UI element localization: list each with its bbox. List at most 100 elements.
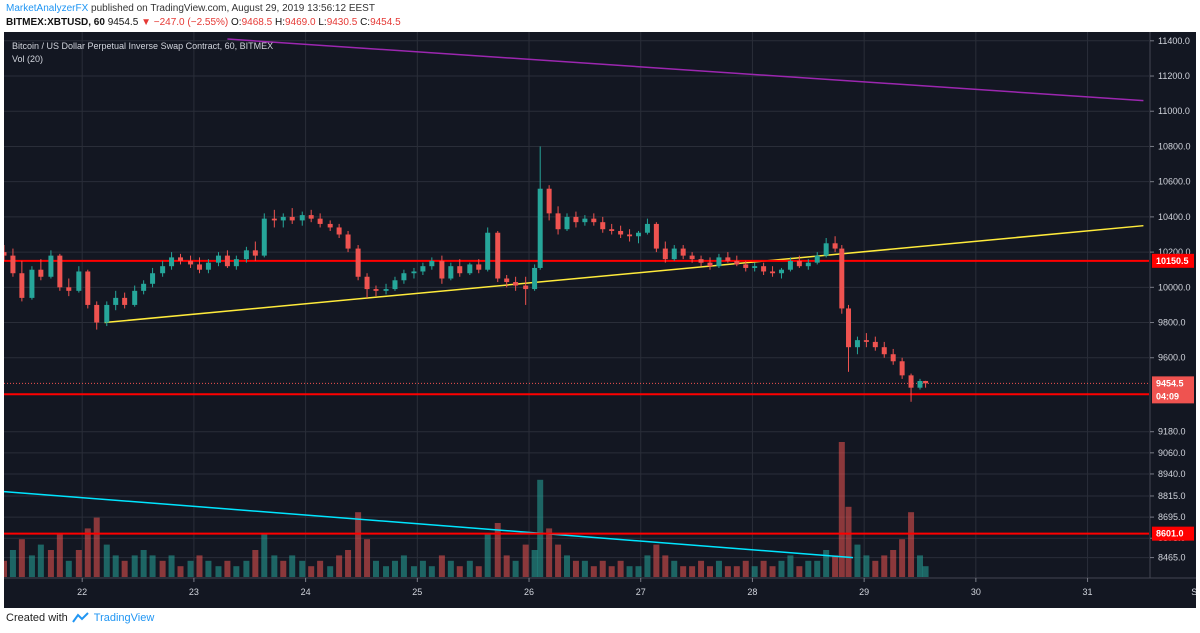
volume-bar — [872, 560, 879, 577]
candle-body — [908, 375, 914, 388]
volume-bar — [581, 560, 588, 577]
candle-body — [308, 215, 314, 219]
candle-body — [141, 283, 147, 291]
candle-body — [336, 227, 342, 235]
volume-bar — [522, 544, 529, 577]
price-tick-label: 8815.0 — [1158, 491, 1186, 501]
volume-bar — [845, 506, 852, 577]
author-link[interactable]: MarketAnalyzerFX — [6, 3, 89, 14]
volume-bar — [555, 544, 562, 577]
volume-bar — [733, 566, 740, 577]
volume-bar — [37, 544, 44, 577]
price-axis — [1150, 32, 1196, 608]
candle-body — [177, 257, 183, 261]
candle-body — [582, 218, 588, 223]
chart-area[interactable]: 11400.0 11200.0 11000.0 10800.0 10600.0 10400… — [4, 32, 1196, 608]
volume-bar — [112, 555, 119, 577]
trendline-purple — [227, 38, 1144, 102]
time-tick-label: 28 — [747, 587, 757, 597]
volume-bar — [391, 560, 398, 577]
volume-bar — [4, 560, 7, 577]
volume-bar — [159, 560, 166, 577]
candle-body — [846, 308, 852, 348]
volume-bar — [503, 555, 510, 577]
publish-header: MarketAnalyzerFX published on TradingVie… — [0, 0, 1200, 32]
volume-bar — [662, 555, 669, 577]
high-label: H: — [274, 17, 285, 28]
high-value: 9469.0 — [284, 17, 316, 28]
volume-bar — [456, 566, 463, 577]
candle-body — [890, 354, 896, 362]
volume-bar — [751, 566, 758, 577]
candle-body — [671, 248, 677, 260]
level-badge-bg — [1152, 526, 1194, 541]
published-text: published on TradingView.com, August 29,… — [91, 3, 375, 14]
volume-bar — [187, 560, 194, 577]
volume-bar — [466, 560, 473, 577]
candle-body — [495, 232, 501, 279]
volume-bar — [345, 550, 352, 577]
candle-body — [448, 266, 454, 279]
candle-body — [923, 380, 929, 384]
volume-bar — [908, 512, 915, 577]
candle-body — [600, 222, 606, 230]
candle-body — [787, 260, 793, 270]
volume-indicator-label[interactable]: Vol (20) — [12, 54, 44, 64]
volume-bar — [56, 533, 63, 577]
publish-line: MarketAnalyzerFX published on TradingVie… — [6, 3, 375, 14]
candle-body — [872, 341, 878, 348]
candle-body — [778, 269, 784, 274]
tradingview-brand[interactable]: TradingView — [93, 612, 155, 624]
volume-bar — [838, 442, 845, 577]
time-tick-label: 24 — [301, 587, 311, 597]
time-tick-label: 25 — [412, 587, 422, 597]
volume-bar — [922, 566, 929, 577]
close-value: 9454.5 — [370, 17, 401, 28]
level-badge: 10150.5 — [1156, 256, 1189, 266]
candle-body — [532, 267, 538, 290]
volume-bar — [327, 566, 334, 577]
candle-body — [188, 260, 194, 265]
price-tick-label: 8695.0 — [1158, 512, 1186, 522]
candle-body — [805, 262, 811, 267]
volume-bar — [899, 539, 906, 577]
close-label: C: — [360, 17, 371, 28]
candle-body — [439, 260, 445, 279]
last-price-badge-bg — [1152, 376, 1194, 391]
volume-bar — [823, 550, 830, 577]
candle-body — [917, 380, 923, 388]
volume-bar — [917, 555, 923, 577]
volume-bar — [881, 555, 888, 577]
candle-body — [796, 260, 802, 267]
candle-body — [863, 340, 869, 342]
volume-bar — [564, 555, 571, 577]
volume-bar — [805, 560, 812, 577]
candle-body — [57, 255, 63, 288]
candle-body — [299, 215, 305, 221]
candle-body — [160, 266, 166, 274]
price-tick-label: 11000.0 — [1158, 106, 1190, 116]
volume-bar — [84, 528, 91, 577]
candle-body — [66, 287, 72, 291]
candle-body — [725, 257, 731, 261]
candle-body — [467, 264, 473, 274]
volume-bar — [317, 560, 324, 577]
candle-body — [546, 188, 552, 214]
candle-body — [881, 347, 887, 355]
price-chart[interactable]: 11400.0 11200.0 11000.0 10800.0 10600.0 10400… — [4, 32, 1196, 608]
volume-bar — [769, 566, 776, 577]
volume-bar — [364, 539, 371, 577]
candle-body — [823, 243, 829, 256]
countdown-badge: 04:09 — [1156, 391, 1179, 401]
candle-body — [591, 218, 597, 223]
candle-body — [280, 216, 286, 221]
volume-bar — [814, 560, 821, 577]
candle-body — [29, 269, 35, 298]
last-price: 9454.5 — [107, 17, 139, 28]
volume-bar — [252, 550, 259, 577]
price-tick-label: 11200.0 — [1158, 71, 1190, 81]
candle-body — [537, 188, 543, 268]
candle-body — [48, 255, 54, 277]
open-label: O: — [231, 17, 242, 28]
volume-bar — [9, 550, 16, 577]
